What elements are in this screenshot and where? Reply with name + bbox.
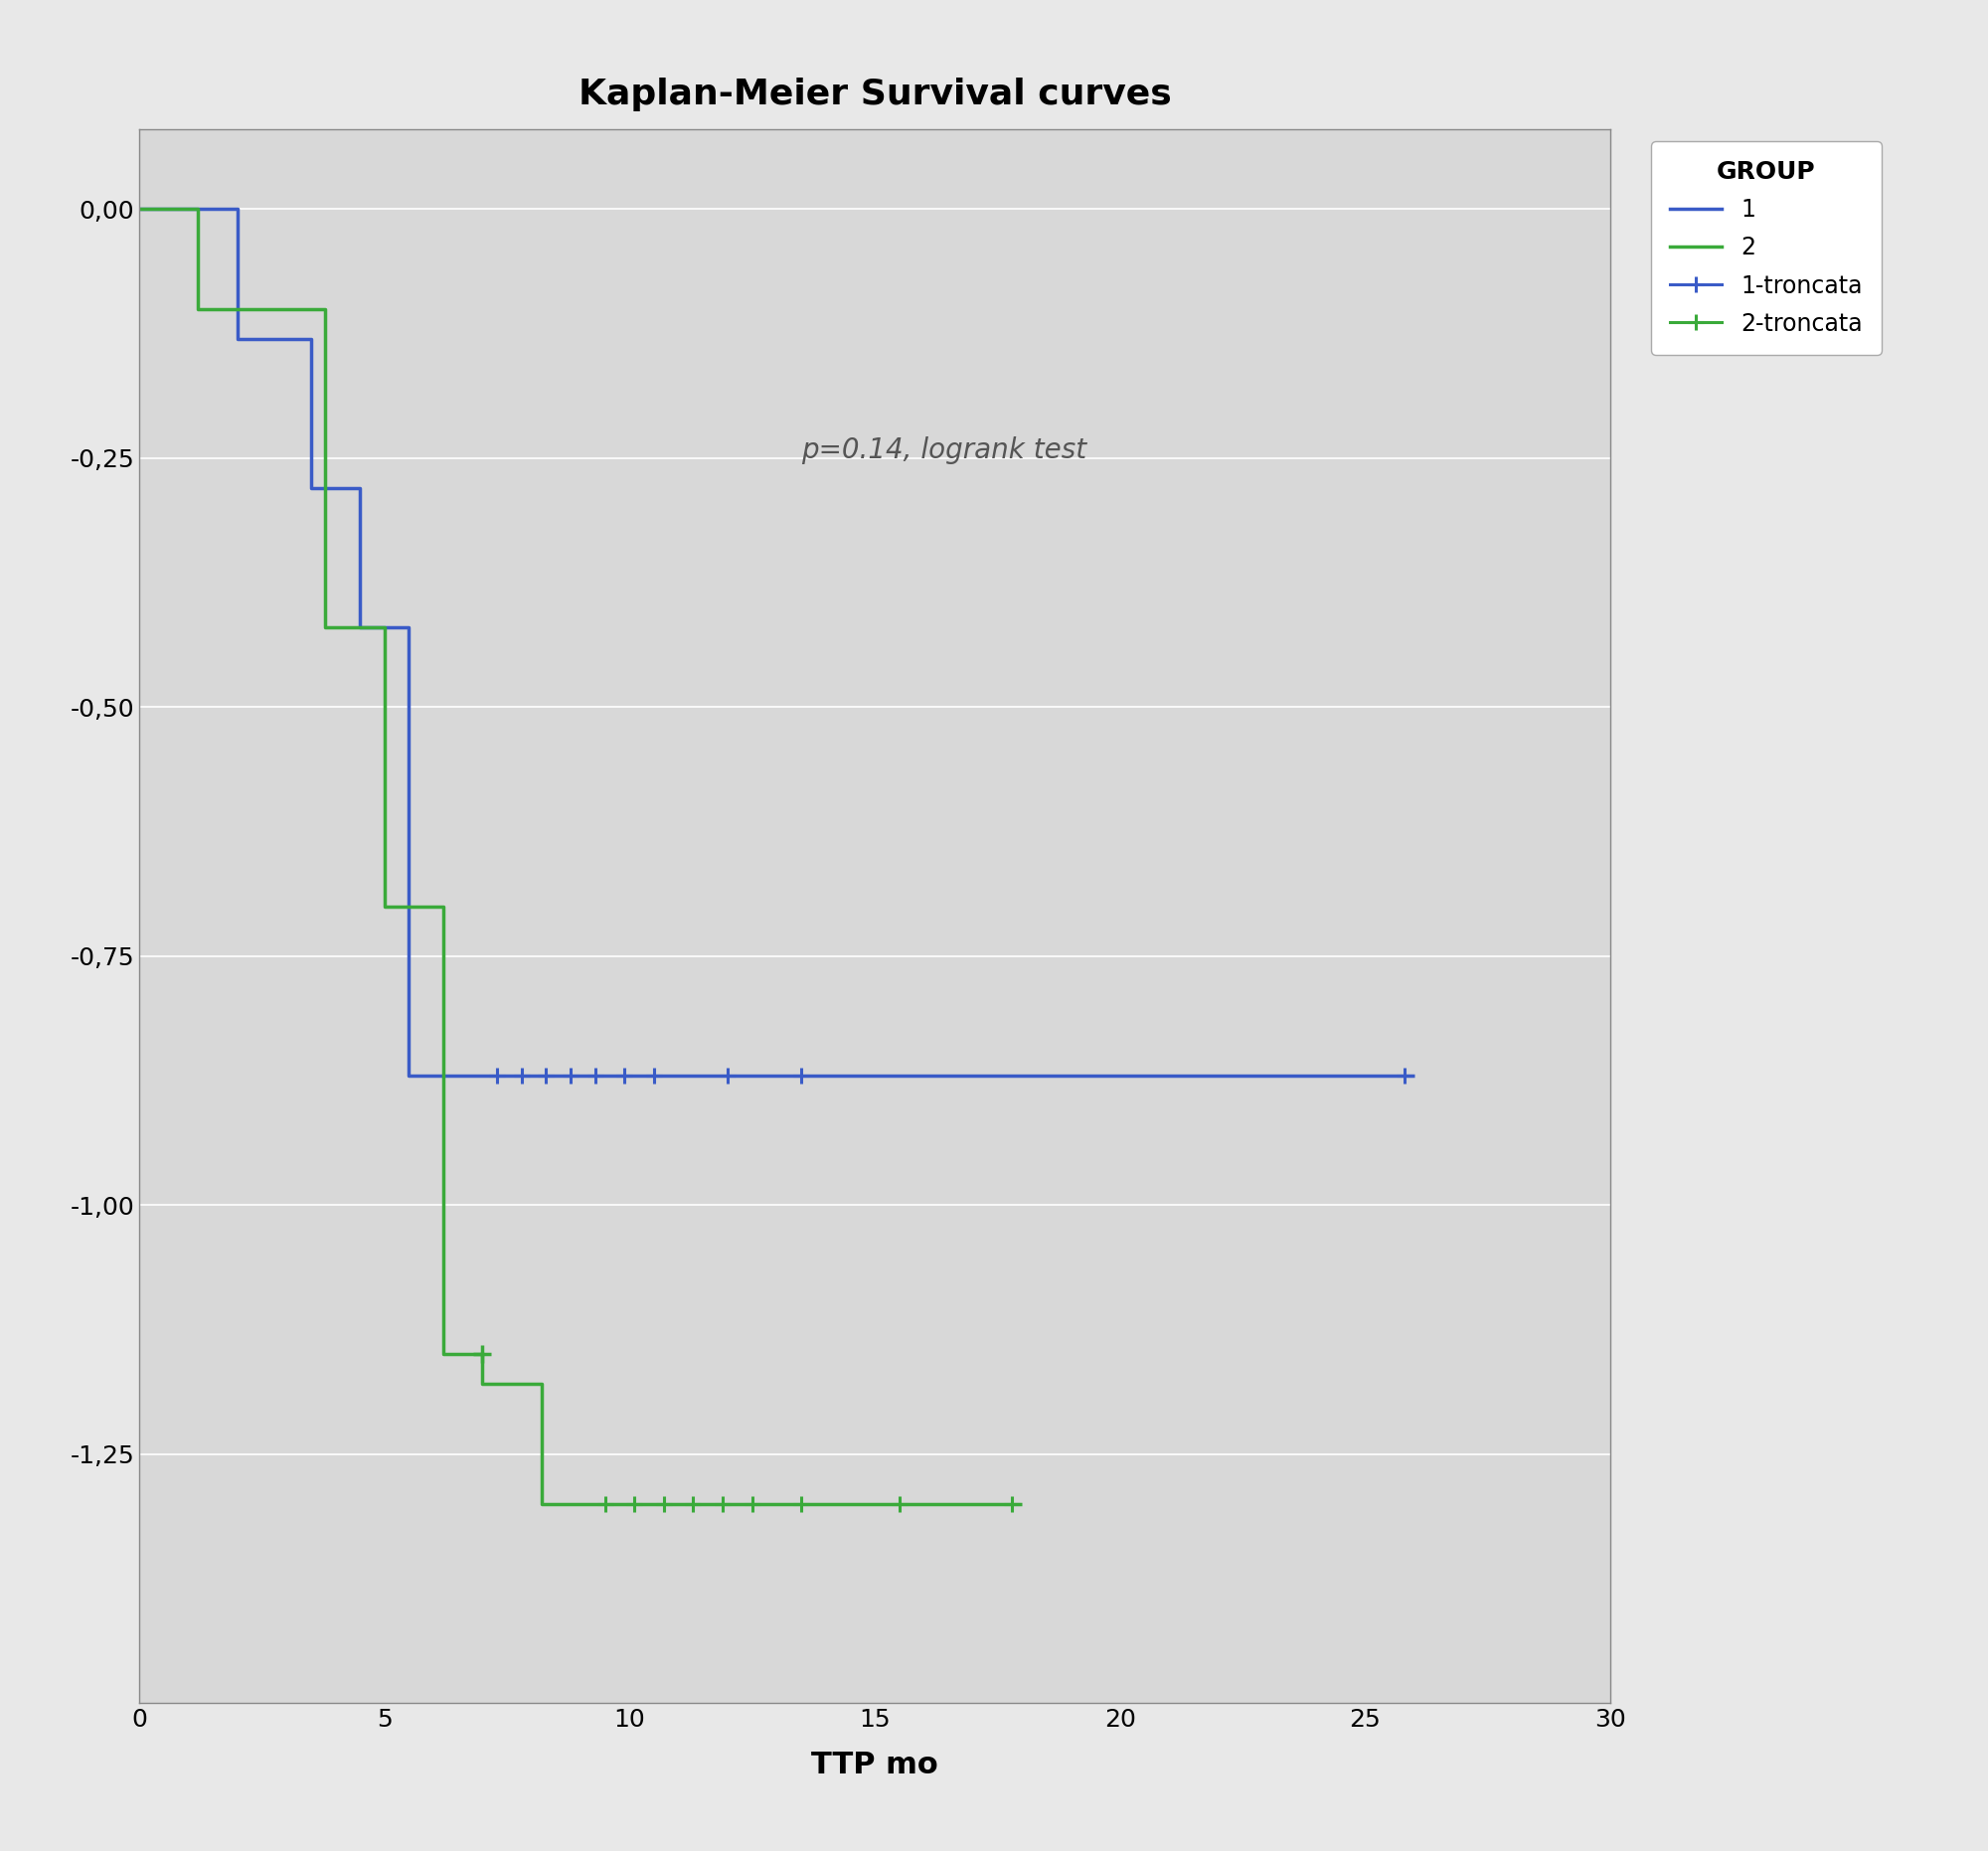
Text: p=0.14, logrank test: p=0.14, logrank test: [801, 437, 1087, 465]
Title: Kaplan-Meier Survival curves: Kaplan-Meier Survival curves: [579, 78, 1171, 111]
Legend: 1, 2, 1-troncata, 2-troncata: 1, 2, 1-troncata, 2-troncata: [1652, 141, 1881, 355]
X-axis label: TTP mo: TTP mo: [811, 1751, 938, 1781]
